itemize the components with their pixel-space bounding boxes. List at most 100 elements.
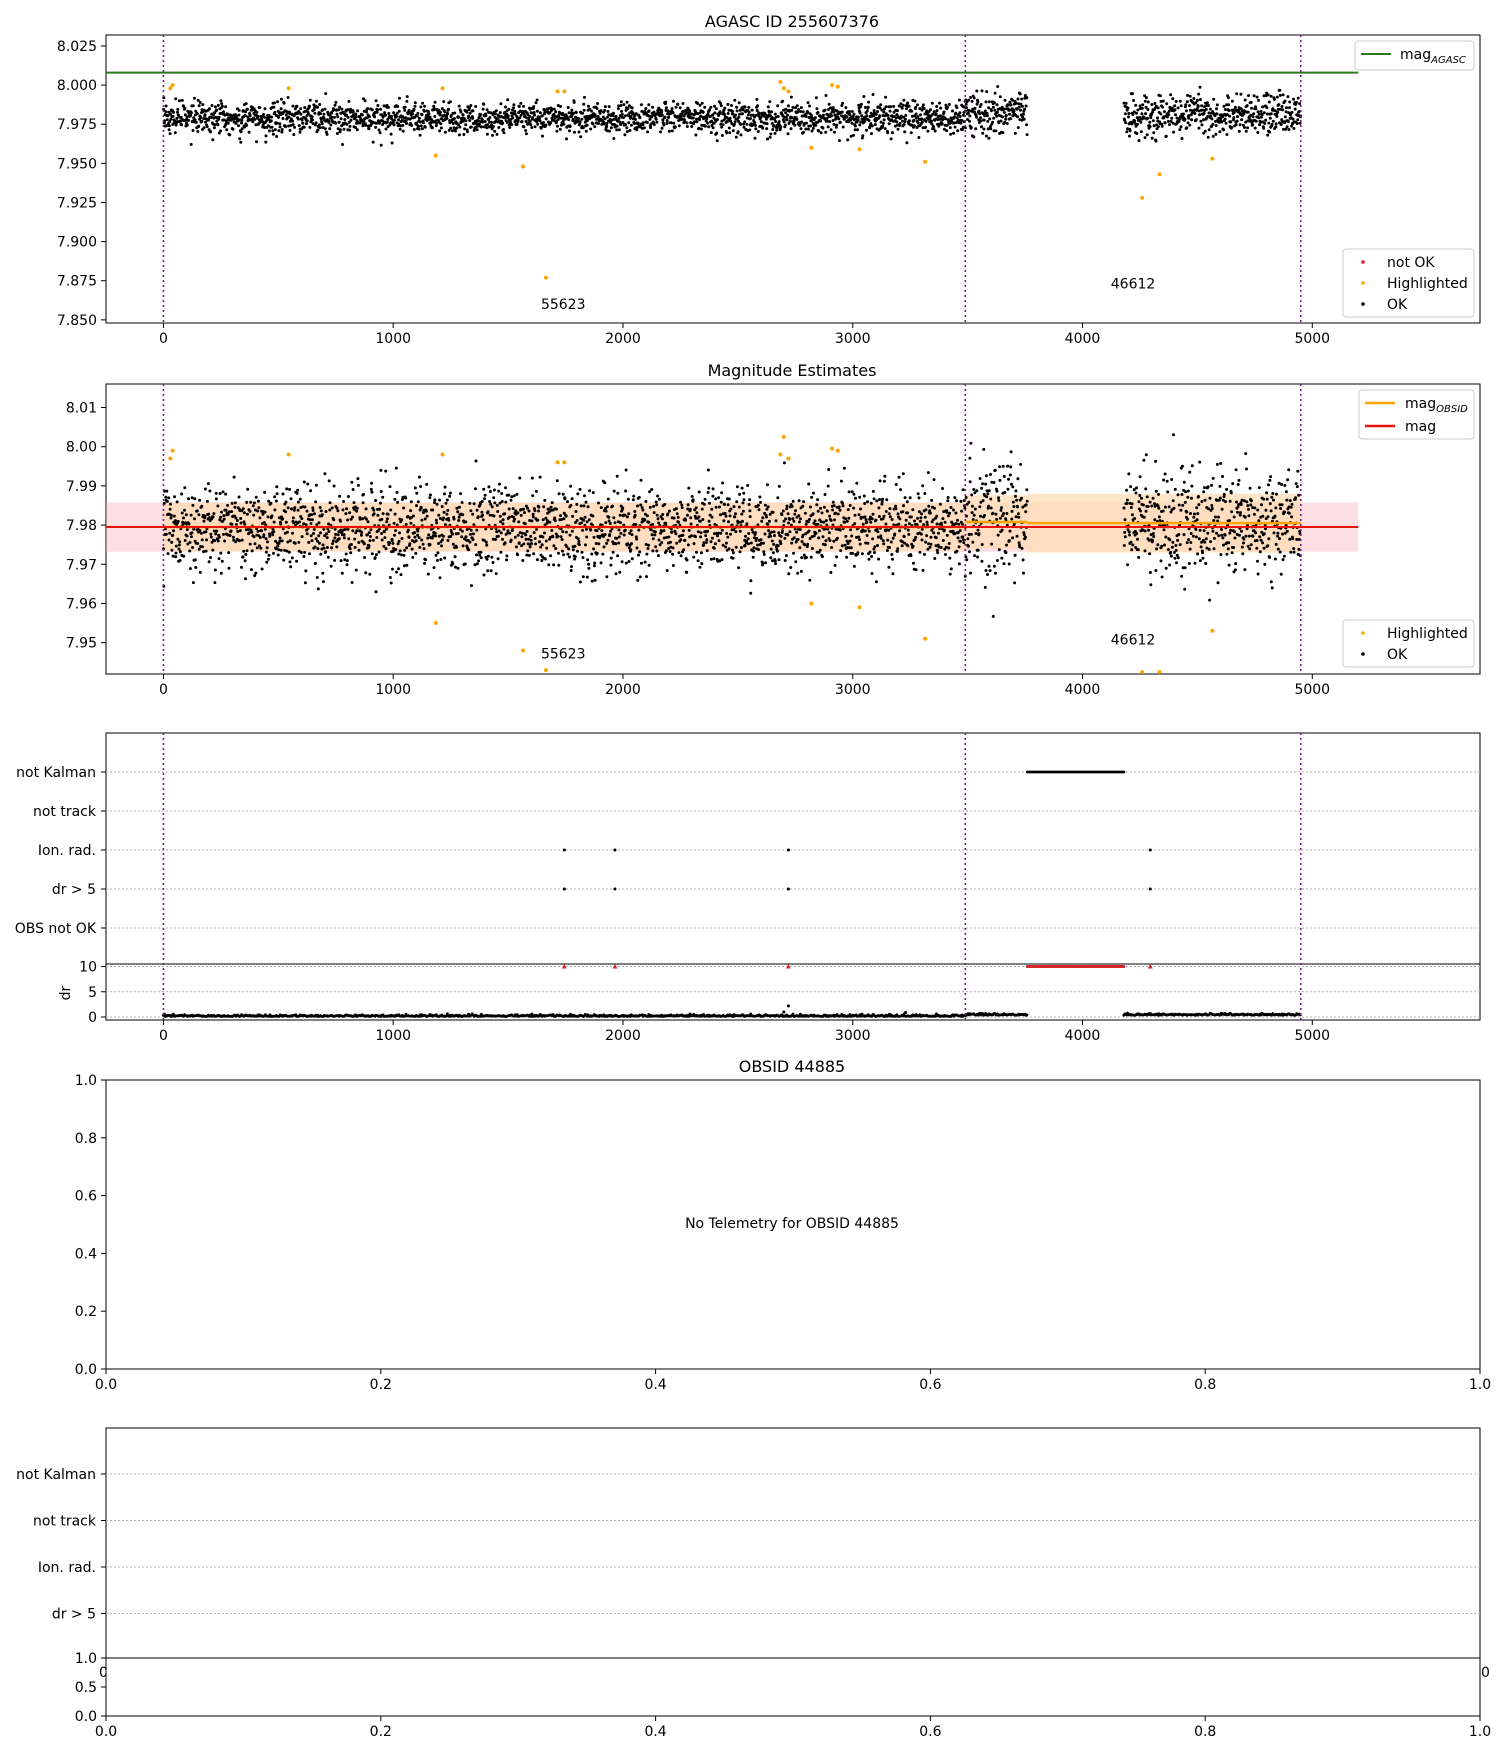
ok-point [687,528,691,532]
ok-point [607,515,611,519]
ok-point [1246,126,1250,130]
ok-point [980,125,983,129]
ok-point [303,550,307,554]
ok-point [1232,110,1236,114]
ok-point [732,122,736,126]
ok-point [886,538,890,542]
ok-point [537,509,541,513]
ok-point [1291,117,1295,121]
ok-point [1017,105,1021,109]
ok-point [1179,104,1183,108]
ok-point [1256,131,1260,134]
ok-point [363,556,367,559]
ok-point [339,528,343,532]
ok-point [1278,93,1282,97]
ok-point [234,516,238,520]
ok-point [553,516,557,520]
ok-point [920,512,924,516]
ok-point [534,542,538,546]
ok-point [735,485,739,489]
ok-point [490,127,494,131]
ok-point [833,113,837,117]
ok-point [769,132,773,136]
ok-point [1254,107,1258,111]
ok-point [321,571,325,575]
ok-point [987,136,991,140]
ok-point [550,529,554,532]
ok-point [482,487,486,491]
ok-point [689,522,693,526]
ok-point [790,116,794,120]
ok-point [1283,99,1287,103]
ok-point [809,124,812,128]
ok-point [391,567,394,571]
ok-point [656,554,660,558]
ok-point [435,502,439,506]
ok-point [279,107,283,111]
ok-point [823,543,827,547]
ok-point [1220,120,1224,124]
ok-point [633,510,637,513]
ok-point [649,126,653,130]
ok-point [323,127,327,131]
ok-point [382,530,386,534]
ok-point [433,531,437,535]
ok-point [859,507,863,511]
ok-point [522,104,525,108]
ok-point [883,474,887,478]
ok-point [967,109,971,112]
ok-point [1292,97,1295,101]
ok-point [320,513,324,517]
ok-point [1238,123,1242,127]
ok-point [880,108,884,112]
ok-point [221,519,225,523]
ok-point [626,107,630,111]
ok-point [578,120,582,124]
ok-point [390,539,394,543]
ok-point [308,518,312,522]
ok-point [214,497,218,501]
ok-point [572,111,575,115]
ok-point [912,118,916,122]
ok-point [217,115,221,119]
ok-point [757,548,761,551]
ok-point [790,541,794,545]
ok-point [192,527,196,531]
ok-point [379,490,383,493]
ok-point [193,558,197,562]
ok-point [771,510,775,514]
ok-point [685,558,689,562]
highlighted-point [857,147,862,152]
ok-point [1272,97,1276,101]
ok-point [504,486,507,490]
ok-point [717,496,721,500]
ok-point [547,507,550,511]
ok-point [436,551,440,555]
ok-point [264,550,268,554]
ok-point [237,108,241,112]
ok-point [787,572,791,576]
ok-point [845,555,849,559]
ok-point [739,546,743,550]
panel1-x-ticks: 0 1000 2000 3000 4000 5000 [159,323,1330,347]
ok-point [487,118,491,122]
ok-point [624,561,628,565]
ok-point [212,512,216,516]
ok-point [751,555,755,559]
ok-point [709,131,713,135]
ok-point [212,529,216,533]
ok-point [291,516,295,520]
ok-point [336,115,340,119]
ok-point [637,553,640,557]
ok-point [1130,92,1134,96]
ok-point [1135,111,1138,115]
ok-point [762,541,765,545]
ok-point [541,518,545,522]
ok-point [487,110,490,114]
ok-point [338,105,342,109]
ok-point [1279,122,1283,126]
ok-point [568,125,572,129]
ok-point [250,549,254,553]
ok-point [448,491,452,495]
ok-point [468,111,472,115]
